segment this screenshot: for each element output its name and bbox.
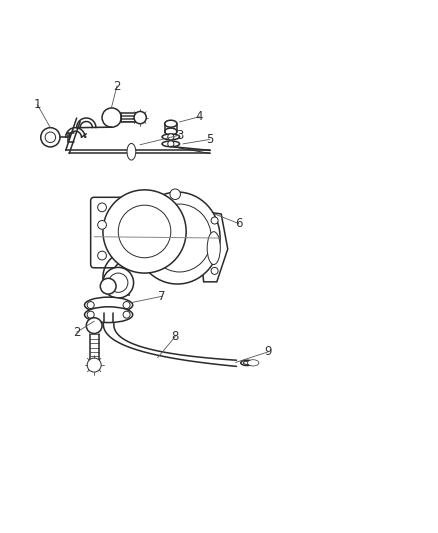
Polygon shape	[199, 212, 228, 282]
Ellipse shape	[162, 141, 180, 147]
Circle shape	[170, 189, 180, 199]
Text: 1: 1	[33, 98, 41, 111]
Ellipse shape	[241, 360, 253, 366]
Ellipse shape	[85, 297, 133, 313]
Text: 7: 7	[158, 290, 166, 303]
Text: 9: 9	[264, 345, 272, 358]
Ellipse shape	[247, 360, 259, 366]
Circle shape	[211, 268, 218, 274]
Circle shape	[109, 273, 128, 292]
Circle shape	[98, 251, 106, 260]
Ellipse shape	[165, 120, 177, 127]
Ellipse shape	[244, 361, 251, 365]
Circle shape	[168, 134, 174, 140]
Text: 2: 2	[113, 79, 121, 93]
Circle shape	[168, 141, 174, 147]
Circle shape	[100, 278, 116, 294]
Ellipse shape	[162, 134, 180, 140]
Ellipse shape	[249, 361, 257, 365]
Text: 4: 4	[195, 110, 203, 123]
Ellipse shape	[127, 143, 136, 160]
Circle shape	[123, 302, 130, 309]
Circle shape	[98, 203, 106, 212]
Text: 2: 2	[73, 326, 81, 338]
Circle shape	[211, 217, 218, 224]
Text: 5: 5	[206, 133, 213, 146]
Circle shape	[45, 132, 56, 142]
Ellipse shape	[165, 128, 177, 135]
Ellipse shape	[85, 307, 133, 322]
FancyBboxPatch shape	[91, 197, 137, 268]
Circle shape	[103, 268, 134, 298]
Text: 8: 8	[172, 330, 179, 343]
Circle shape	[87, 311, 94, 318]
Circle shape	[118, 205, 171, 258]
Circle shape	[86, 318, 102, 334]
Circle shape	[98, 221, 106, 229]
Text: 3: 3	[176, 128, 183, 142]
Ellipse shape	[148, 204, 211, 272]
Text: 6: 6	[235, 217, 243, 230]
Circle shape	[123, 311, 130, 318]
Circle shape	[87, 302, 94, 309]
Ellipse shape	[135, 192, 220, 284]
Circle shape	[87, 358, 101, 372]
Circle shape	[102, 108, 121, 127]
Circle shape	[103, 190, 186, 273]
Circle shape	[41, 128, 60, 147]
Circle shape	[134, 111, 146, 124]
Ellipse shape	[207, 232, 220, 264]
